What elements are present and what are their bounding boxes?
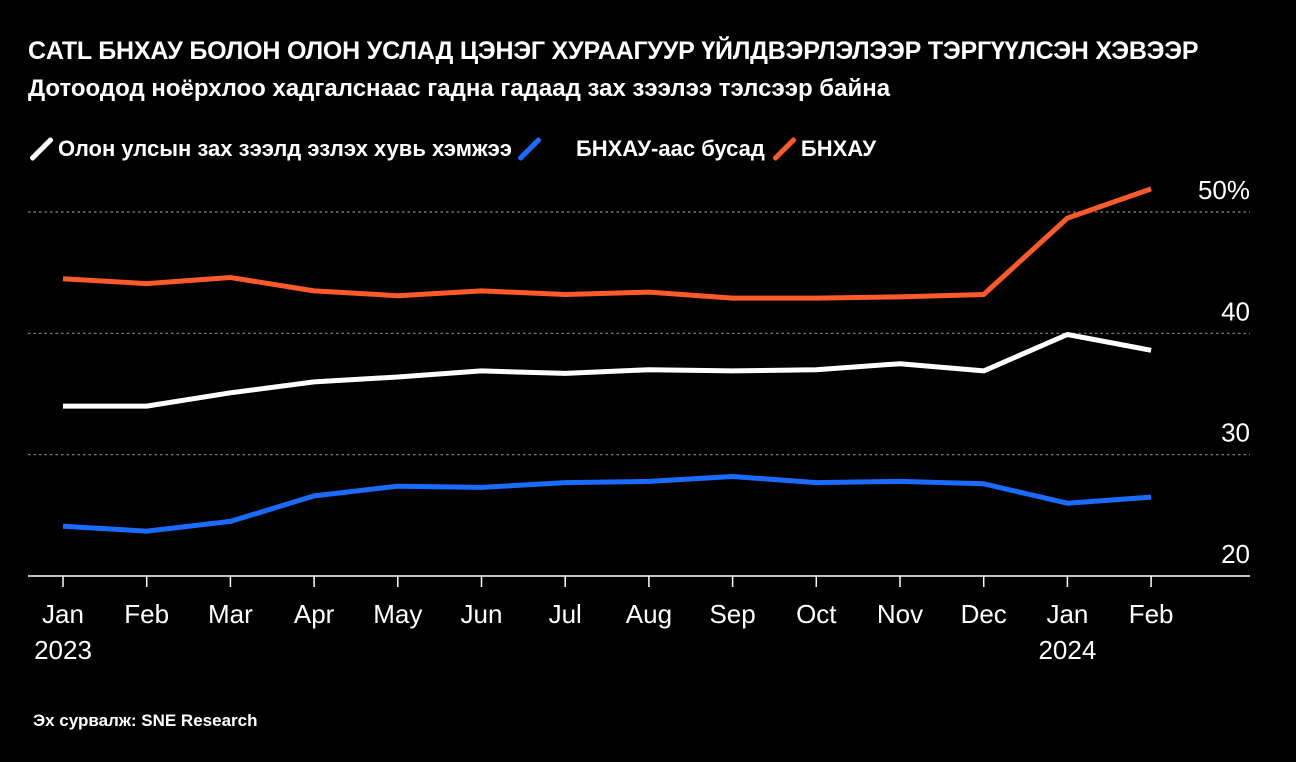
legend-item-china: БНХАУ bbox=[771, 136, 876, 162]
series-line-1 bbox=[62, 474, 1152, 534]
series-line-0 bbox=[63, 332, 1152, 409]
x-tick-label: Feb bbox=[1129, 599, 1174, 629]
x-tick-label: Feb bbox=[124, 599, 169, 629]
legend-label-global: Олон улсын зах зээлд эзлэх хувь хэмжээ bbox=[58, 136, 512, 161]
legend-item-global: Олон улсын зах зээлд эзлэх хувь хэмжээ bbox=[28, 136, 512, 162]
x-tick-label: May bbox=[373, 599, 422, 629]
x-tick-label: Oct bbox=[796, 599, 837, 629]
x-year-label: 2024 bbox=[1038, 635, 1096, 665]
x-tick-label: Dec bbox=[961, 599, 1007, 629]
x-tick-label: Apr bbox=[294, 599, 335, 629]
legend: Олон улсын зах зээлд эзлэх хувь хэмжээ Б… bbox=[28, 133, 876, 165]
x-tick-label: Mar bbox=[208, 599, 253, 629]
line-chart: 20 30 40 50% Jan Feb Mar Apr May Jun Jul Aug Sep Oct N… bbox=[28, 175, 1250, 665]
legend-label-non-china: БНХАУ-аас бусад bbox=[575, 136, 765, 161]
x-tick-label: Jul bbox=[549, 599, 582, 629]
source-note: Эх сурвалж: SNE Research bbox=[33, 711, 258, 730]
legend-item-non-china: БНХАУ-аас бусад bbox=[516, 136, 765, 162]
x-tick-label: Jan bbox=[42, 599, 84, 629]
legend-label-china: БНХАУ bbox=[800, 136, 876, 161]
x-tick-label: Aug bbox=[626, 599, 672, 629]
series-line-2 bbox=[62, 186, 1152, 301]
y-tick-label: 40 bbox=[1221, 296, 1250, 326]
chart-subtitle: Дотоодод ноёрхлоо хадгалснаас гадна гада… bbox=[28, 75, 891, 102]
y-tick-label: 50% bbox=[1198, 175, 1250, 205]
x-tick-label: Nov bbox=[877, 599, 923, 629]
x-tick-label: Jan bbox=[1046, 599, 1088, 629]
chart-title: CATL БНХАУ БОЛОН ОЛОН УСЛАД ЦЭНЭГ ХУРААГ… bbox=[28, 37, 1199, 65]
x-year-label: 2023 bbox=[34, 635, 92, 665]
x-tick-label: Sep bbox=[709, 599, 755, 629]
y-tick-label: 20 bbox=[1221, 539, 1250, 569]
x-tick-label: Jun bbox=[461, 599, 503, 629]
y-tick-label: 30 bbox=[1221, 418, 1250, 448]
